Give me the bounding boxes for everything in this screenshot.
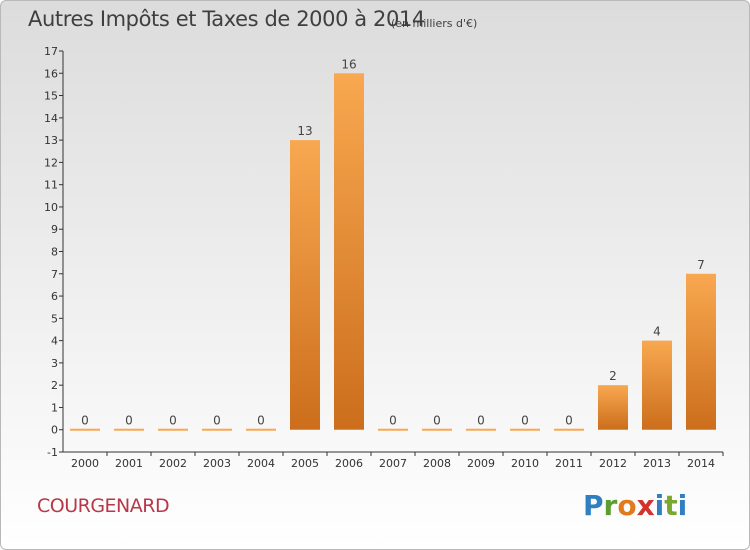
bar	[246, 428, 276, 431]
x-tick-label: 2011	[555, 457, 583, 470]
logo-letter: i	[654, 489, 665, 522]
chart-bars	[70, 73, 716, 431]
x-tick-label: 2007	[379, 457, 407, 470]
y-tick-label: 3	[51, 357, 58, 370]
y-tick-label: 7	[51, 268, 58, 281]
bar	[114, 428, 144, 431]
y-tick-label: 0	[51, 424, 58, 437]
y-tick-label: 9	[51, 223, 58, 236]
bar	[290, 140, 320, 430]
data-label: 0	[125, 414, 133, 428]
x-tick-label: 2000	[71, 457, 99, 470]
data-label: 0	[257, 414, 265, 428]
x-tick-label: 2006	[335, 457, 363, 470]
data-label: 7	[697, 258, 705, 272]
y-tick-label: 6	[51, 290, 58, 303]
x-tick-label: 2004	[247, 457, 275, 470]
x-tick-label: 2013	[643, 457, 671, 470]
y-tick-label: 17	[44, 45, 58, 58]
data-label: 0	[81, 414, 89, 428]
data-label: 0	[169, 414, 177, 428]
y-tick-label: 5	[51, 312, 58, 325]
y-tick-label: 2	[51, 379, 58, 392]
commune-name: COURGENARD	[37, 495, 170, 517]
logo-letter: o	[617, 489, 637, 522]
logo-letter: r	[603, 489, 618, 522]
data-label: 0	[565, 414, 573, 428]
x-tick-label: 2003	[203, 457, 231, 470]
bar	[466, 428, 496, 431]
y-tick-label: 15	[44, 90, 58, 103]
bar	[598, 385, 628, 430]
logo-letter: i	[677, 489, 688, 522]
data-label: 0	[477, 414, 485, 428]
logo-letter: P	[583, 489, 604, 522]
bar	[642, 340, 672, 430]
x-tick-label: 2001	[115, 457, 143, 470]
data-label: 16	[341, 57, 356, 71]
data-label: 0	[521, 414, 529, 428]
y-tick-label: 12	[44, 156, 58, 169]
y-tick-label: 8	[51, 246, 58, 259]
x-tick-label: 2008	[423, 457, 451, 470]
x-tick-label: 2009	[467, 457, 495, 470]
x-tick-label: 2002	[159, 457, 187, 470]
bar	[510, 428, 540, 431]
logo-letter: x	[636, 489, 655, 522]
y-tick-label: 16	[44, 67, 58, 80]
data-label: 4	[653, 325, 661, 339]
logo-letter: t	[664, 489, 678, 522]
data-label: 13	[297, 124, 312, 138]
data-label: 2	[609, 369, 617, 383]
bar	[554, 428, 584, 431]
y-tick-label: 1	[51, 401, 58, 414]
y-tick-label: 4	[51, 335, 58, 348]
bar	[158, 428, 188, 431]
y-tick-label: 10	[44, 201, 58, 214]
y-tick-label: -1	[47, 446, 58, 459]
chart-unit-label: (en milliers d'€)	[391, 17, 478, 30]
y-tick-label: 11	[44, 179, 58, 192]
x-tick-label: 2014	[687, 457, 715, 470]
proxiti-logo[interactable]: Proxiti	[583, 489, 687, 522]
bar	[202, 428, 232, 431]
data-label: 0	[433, 414, 441, 428]
data-label: 0	[389, 414, 397, 428]
x-tick-label: 2005	[291, 457, 319, 470]
bar	[70, 428, 100, 431]
data-label: 0	[213, 414, 221, 428]
x-tick-label: 2012	[599, 457, 627, 470]
bar	[378, 428, 408, 431]
bar	[686, 273, 716, 430]
x-tick-label: 2010	[511, 457, 539, 470]
chart-data-labels: 0 0 0 0 0 13 16 0 0 0 0 0 2 4 7	[81, 57, 705, 427]
y-tick-label: 14	[44, 112, 58, 125]
bar	[422, 428, 452, 431]
y-tick-label: 13	[44, 134, 58, 147]
bar	[334, 73, 364, 430]
chart-title: Autres Impôts et Taxes de 2000 à 2014	[28, 7, 425, 31]
